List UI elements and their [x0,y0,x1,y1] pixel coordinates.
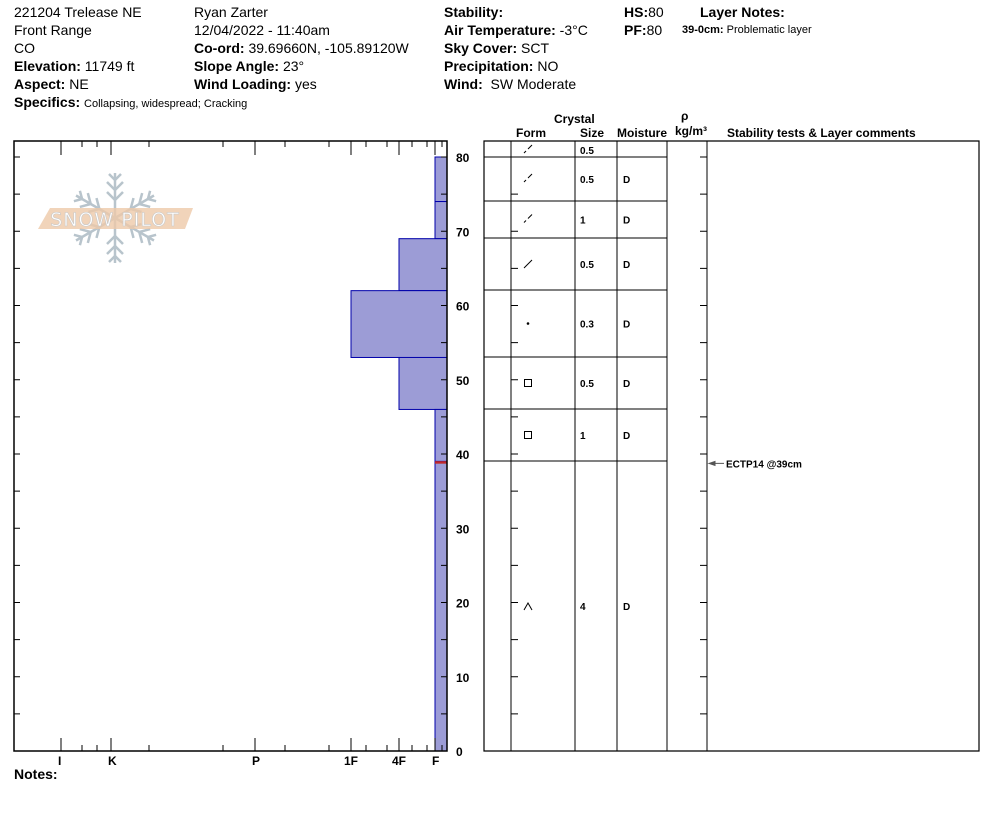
moisture: D [623,602,630,613]
crystal-size: 0.3 [580,320,594,331]
density-header: kg/m³ [675,124,708,138]
pf: PF:80 [624,22,663,38]
moisture: D [623,431,630,442]
air-temperature: Air Temperature: -3°C [444,22,588,38]
chart-frame [13,140,448,752]
precipitation: Precipitation: NO [444,58,559,74]
moisture-header: Moisture [617,126,668,140]
comments-header: Stability tests & Layer comments [727,126,916,140]
depth-label: 0 [456,745,463,759]
depth-label: 20 [456,597,470,611]
hardness-label-I: I [58,754,61,768]
rounded-grains-icon [526,322,530,325]
notes-label: Notes: [14,766,58,782]
hardness-label-1F: 1F [344,754,358,768]
site-name: 221204 Trelease NE [14,4,142,20]
crystal-size: 0.5 [580,146,594,157]
precip-particles-icon [523,259,533,269]
wind-loading: Wind Loading: yes [194,76,317,92]
depth-label: 30 [456,522,470,536]
stability-test-result: ECTP14 @39cm [726,459,802,470]
hardness-bar-3 [350,290,448,358]
decomposing-fragments-icon [523,144,533,154]
moisture: D [623,216,630,227]
hardness-bar-4 [398,356,448,410]
depth-label: 70 [456,225,470,239]
hardness-bar-1 [434,201,448,240]
depth-hoar-icon [523,601,533,611]
faceted-crystals-icon [524,431,532,439]
elevation: Elevation: 11749 ft [14,58,135,74]
layer-notes-label: Layer Notes: [700,4,785,20]
hardness-bar-0 [434,156,448,203]
hardness-label-F: F [432,754,439,768]
observer: Ryan Zarter [194,4,268,20]
faceted-crystals-icon [524,379,532,387]
crystal-size: 0.5 [580,379,594,390]
depth-label: 10 [456,671,470,685]
layer-note: 39-0cm: Problematic layer [682,24,812,36]
range: Front Range [14,22,92,38]
moisture: D [623,320,630,331]
crystal-size: 0.5 [580,260,594,271]
hs: HS:80 [624,4,664,20]
hardness-label-K: K [108,754,117,768]
logo-text: SNOW PILOT [50,209,180,231]
form-header: Form [516,126,546,140]
decomposing-fragments-icon [523,173,533,183]
coordinates: Co-ord: 39.69660N, -105.89120W [194,40,409,56]
crystal-size: 1 [580,431,586,442]
size-header: Size [580,126,605,140]
depth-label: 40 [456,448,470,462]
specifics: Specifics: Collapsing, widespread; Crack… [14,94,248,110]
crystal-size: 0.5 [580,175,594,186]
logo-banner [38,208,193,229]
stability: Stability: [444,4,504,20]
decomposing-fragments-icon [523,214,533,223]
layer-table [483,140,980,752]
depth-label: 80 [456,151,470,165]
moisture: D [623,175,630,186]
crystal-size: 1 [580,216,586,227]
hardness-label-4F: 4F [392,754,406,768]
hardness-bar-2 [398,238,448,292]
sky-cover: Sky Cover: SCT [444,40,550,56]
datetime: 12/04/2022 - 11:40am [194,22,330,38]
aspect: Aspect: NE [14,76,89,92]
wind: Wind: SW Moderate [444,76,577,92]
crystal-size: 4 [580,602,586,613]
slope-angle: Slope Angle: 23° [194,58,305,74]
state: CO [14,40,35,56]
moisture: D [623,379,630,390]
depth-label: 60 [456,300,470,314]
moisture: D [623,260,630,271]
hardness-label-P: P [252,754,260,768]
arrow-icon [707,460,724,467]
rho-header: ρ [681,109,689,123]
hardness-bar-6 [434,460,448,752]
depth-label: 50 [456,374,470,388]
crystal-header: Crystal [554,112,595,126]
